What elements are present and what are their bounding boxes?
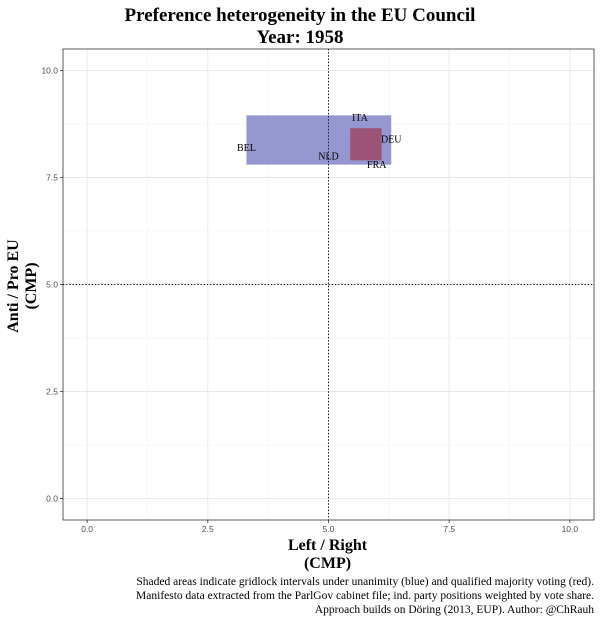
y-tick-label: 5.0 [46, 280, 58, 290]
y-tick-label: 10.0 [41, 65, 58, 75]
chart-title: Preference heterogeneity in the EU Counc… [124, 5, 476, 26]
country-label: NLD [318, 152, 339, 163]
country-label: ITA [352, 113, 369, 124]
caption-line: Shaded areas indicate gridlock intervals… [136, 576, 594, 588]
x-tick-label: 5.0 [323, 524, 335, 534]
y-tick-label: 0.0 [46, 494, 58, 504]
country-label: BEL [237, 143, 256, 154]
y-axis-unit-label: (CMP) [23, 262, 40, 310]
country-label: DEU [381, 134, 402, 145]
x-tick-label: 10.0 [562, 524, 579, 534]
y-axis-label: Anti / Pro EU [5, 239, 22, 333]
y-tick-label: 7.5 [46, 172, 58, 182]
caption-line: Approach builds on Döring (2013, EUP). A… [314, 604, 594, 616]
x-tick-label: 2.5 [202, 524, 214, 534]
x-tick-label: 0.0 [81, 524, 93, 534]
qmv-interval [350, 128, 382, 161]
x-axis-unit-label: (CMP) [303, 555, 352, 572]
x-axis-label: Left / Right [287, 537, 368, 554]
caption-line: Manifesto data extracted from the ParlGo… [136, 590, 594, 602]
chart-subtitle: Year: 1958 [256, 27, 344, 48]
country-label: FRA [367, 160, 387, 171]
x-tick-label: 7.5 [443, 524, 455, 534]
chart-caption: Shaded areas indicate gridlock intervals… [136, 575, 594, 617]
y-tick-label: 2.5 [46, 387, 58, 397]
